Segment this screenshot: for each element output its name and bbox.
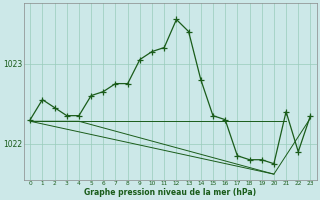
- X-axis label: Graphe pression niveau de la mer (hPa): Graphe pression niveau de la mer (hPa): [84, 188, 256, 197]
